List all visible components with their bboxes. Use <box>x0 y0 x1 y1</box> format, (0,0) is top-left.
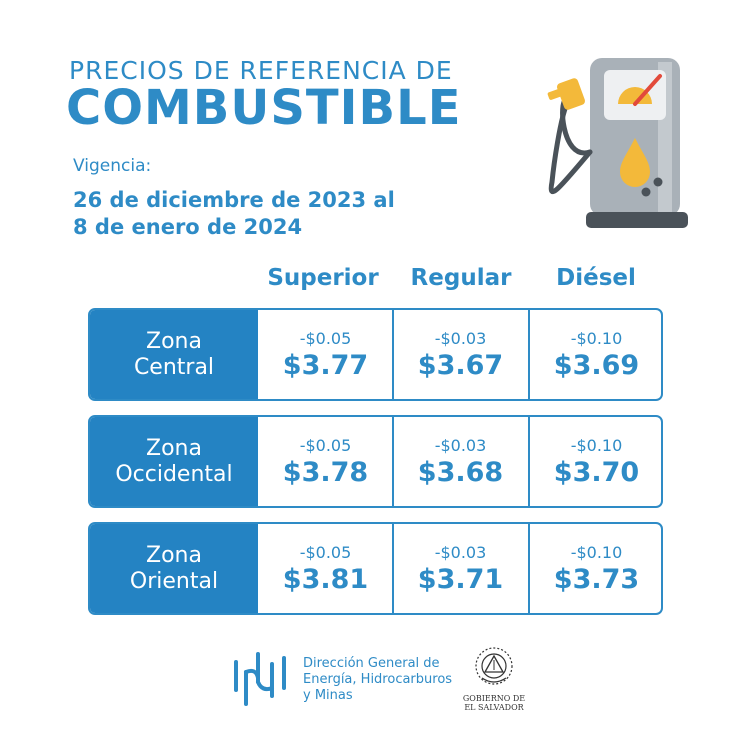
price-delta: -$0.10 <box>570 435 623 455</box>
price-value: $3.68 <box>417 456 504 488</box>
price-value: $3.73 <box>553 563 640 595</box>
gov-name: GOBIERNO DE EL SALVADOR <box>455 694 533 712</box>
validity-line-1: 26 de diciembre de 2023 al <box>73 188 395 212</box>
agency-line-2: Energía, Hidrocarburos <box>303 672 453 687</box>
price-row-oriental: Zona Oriental -$0.05 $3.81 -$0.03 $3.71 … <box>88 522 663 615</box>
price-cell-superior: -$0.05 $3.78 <box>258 417 393 506</box>
zone-line-1: Zona <box>146 435 202 461</box>
zone-label: Zona Central <box>90 310 258 399</box>
zone-line-2: Occidental <box>115 461 233 487</box>
column-header-regular: Regular <box>410 265 512 291</box>
zone-line-2: Oriental <box>129 568 219 594</box>
price-cell-diesel: -$0.10 $3.69 <box>528 310 661 399</box>
validity-dates: 26 de diciembre de 2023 al 8 de enero de… <box>73 187 395 241</box>
price-delta: -$0.03 <box>434 542 487 562</box>
price-value: $3.69 <box>553 349 640 381</box>
price-delta: -$0.05 <box>299 328 352 348</box>
price-cell-superior: -$0.05 $3.81 <box>258 524 393 613</box>
el-salvador-seal-icon <box>475 647 513 685</box>
validity-label: Vigencia: <box>73 156 152 176</box>
column-header-diesel: Diésel <box>556 265 636 291</box>
agency-line-1: Dirección General de <box>303 656 440 671</box>
price-row-occidental: Zona Occidental -$0.05 $3.78 -$0.03 $3.6… <box>88 415 663 508</box>
fuel-pump-icon <box>547 58 688 228</box>
price-cell-regular: -$0.03 $3.71 <box>392 524 527 613</box>
price-delta: -$0.05 <box>299 542 352 562</box>
dgehm-logo-icon <box>234 652 286 706</box>
title-top: PRECIOS DE REFERENCIA DE <box>69 56 453 85</box>
agency-name: Dirección General de Energía, Hidrocarbu… <box>303 656 452 704</box>
gov-line-2: EL SALVADOR <box>464 703 524 712</box>
price-value: $3.70 <box>553 456 640 488</box>
price-cell-regular: -$0.03 $3.68 <box>392 417 527 506</box>
price-delta: -$0.03 <box>434 328 487 348</box>
column-header-superior: Superior <box>267 265 379 291</box>
price-cell-diesel: -$0.10 $3.70 <box>528 417 661 506</box>
price-row-central: Zona Central -$0.05 $3.77 -$0.03 $3.67 -… <box>88 308 663 401</box>
price-delta: -$0.10 <box>570 542 623 562</box>
price-delta: -$0.10 <box>570 328 623 348</box>
zone-line-2: Central <box>133 354 215 380</box>
price-delta: -$0.03 <box>434 435 487 455</box>
page-title: COMBUSTIBLE <box>66 80 462 136</box>
gov-line-1: GOBIERNO DE <box>462 694 526 703</box>
price-value: $3.77 <box>282 349 369 381</box>
price-value: $3.78 <box>282 456 369 488</box>
price-delta: -$0.05 <box>299 435 352 455</box>
price-value: $3.81 <box>282 563 369 595</box>
price-cell-regular: -$0.03 $3.67 <box>392 310 527 399</box>
zone-line-1: Zona <box>146 542 202 568</box>
zone-label: Zona Oriental <box>90 524 258 613</box>
price-value: $3.71 <box>417 563 504 595</box>
price-value: $3.67 <box>417 349 504 381</box>
validity-line-2: 8 de enero de 2024 <box>73 215 303 239</box>
zone-line-1: Zona <box>146 328 202 354</box>
price-cell-superior: -$0.05 $3.77 <box>258 310 393 399</box>
price-cell-diesel: -$0.10 $3.73 <box>528 524 661 613</box>
zone-label: Zona Occidental <box>90 417 258 506</box>
agency-line-3: y Minas <box>303 688 353 703</box>
